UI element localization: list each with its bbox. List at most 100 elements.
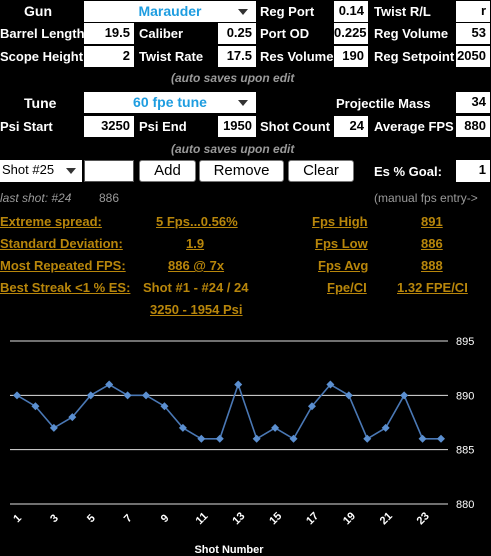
average-fps-field[interactable]: 880 xyxy=(456,116,490,137)
y-tick-label: 895 xyxy=(456,336,474,348)
y-tick-label: 890 xyxy=(456,390,474,402)
x-tick-labels: 1 3 5 7 9 11 13 15 17 19 21 23 xyxy=(11,510,432,527)
data-point xyxy=(363,434,372,443)
caliber-field[interactable]: 0.25 xyxy=(218,23,256,44)
clear-button[interactable]: Clear xyxy=(288,160,354,182)
fps-series-line xyxy=(16,382,441,440)
projectile-mass-label: Projectile Mass xyxy=(336,96,431,111)
reg-volume-label: Reg Volume xyxy=(374,26,449,41)
shot-select-value: Shot #25 xyxy=(2,162,55,177)
barrel-length-field[interactable]: 19.5 xyxy=(84,23,134,44)
x-tick-label: 3 xyxy=(48,512,61,525)
shot-count-field[interactable]: 24 xyxy=(334,116,368,137)
data-point xyxy=(68,413,77,422)
data-point xyxy=(381,423,390,432)
most-repeated-label: Most Repeated FPS: xyxy=(0,258,126,273)
data-point xyxy=(86,391,95,400)
chevron-down-icon xyxy=(238,100,248,106)
x-tick-label: 7 xyxy=(122,512,135,525)
last-shot-value: 886 xyxy=(99,191,120,205)
data-point xyxy=(178,423,187,432)
twist-rate-field[interactable]: 17.5 xyxy=(218,46,256,67)
psi-start-field[interactable]: 3250 xyxy=(84,116,134,137)
x-tick-label: 11 xyxy=(194,510,211,527)
fps-high-label: Fps High xyxy=(312,214,368,229)
data-point xyxy=(234,380,243,389)
remove-button[interactable]: Remove xyxy=(199,160,284,182)
port-od-field[interactable]: 0.225 xyxy=(334,23,368,44)
y-tick-labels: 880 885 890 895 xyxy=(456,336,474,511)
x-tick-label: 13 xyxy=(230,510,247,527)
reg-setpoint-label: Reg Setpoint xyxy=(374,49,455,64)
data-point xyxy=(105,380,114,389)
x-tick-label: 21 xyxy=(378,510,395,527)
reg-setpoint-field[interactable]: 2050 xyxy=(456,46,490,67)
gun-label: Gun xyxy=(24,3,52,19)
x-tick-label: 23 xyxy=(415,510,432,527)
reg-port-field[interactable]: 0.14 xyxy=(334,1,368,22)
tune-label: Tune xyxy=(24,95,57,111)
extreme-spread-label: Extreme spread: xyxy=(0,214,102,229)
auto-save-note-2: (auto saves upon edit xyxy=(171,142,295,156)
fps-series-markers xyxy=(13,380,445,443)
manual-fps-note: (manual fps entry-> xyxy=(374,191,478,205)
projectile-mass-field[interactable]: 34 xyxy=(456,92,490,113)
shot-select[interactable]: Shot #25 xyxy=(0,160,82,182)
chevron-down-icon xyxy=(66,168,76,174)
fps-low-label: Fps Low xyxy=(315,236,368,251)
psi-end-field[interactable]: 1950 xyxy=(218,116,256,137)
data-point xyxy=(307,402,316,411)
psi-start-label: Psi Start xyxy=(0,119,53,134)
data-point xyxy=(400,391,409,400)
auto-save-note-1: (auto saves upon edit xyxy=(171,71,295,85)
data-point xyxy=(160,402,169,411)
barrel-length-label: Barrel Length xyxy=(0,26,85,41)
reg-volume-field[interactable]: 53 xyxy=(456,23,490,44)
x-tick-label: 5 xyxy=(85,512,98,525)
x-tick-label: 9 xyxy=(159,512,172,525)
x-axis-label: Shot Number xyxy=(194,544,264,556)
data-point xyxy=(271,423,280,432)
port-od-label: Port OD xyxy=(260,26,310,41)
data-point xyxy=(142,391,151,400)
fps-avg-value: 888 xyxy=(421,258,443,273)
res-volume-field[interactable]: 190 xyxy=(334,46,368,67)
twist-rl-label: Twist R/L xyxy=(374,4,431,19)
std-dev-value: 1.9 xyxy=(186,236,205,251)
data-point xyxy=(197,434,206,443)
gun-select-value: Marauder xyxy=(138,3,202,19)
scope-height-field[interactable]: 2 xyxy=(84,46,134,67)
data-point xyxy=(326,380,335,389)
best-streak-label: Best Streak <1 % ES: xyxy=(0,280,131,295)
last-shot-label: last shot: #24 xyxy=(0,191,72,205)
x-tick-label: 17 xyxy=(304,510,321,527)
res-volume-label: Res Volume xyxy=(260,49,334,64)
scope-height-label: Scope Height xyxy=(0,49,84,64)
fps-input[interactable] xyxy=(84,160,134,182)
std-dev-label: Standard Deviation: xyxy=(0,236,123,251)
es-goal-field[interactable]: 1 xyxy=(456,160,490,182)
gun-select[interactable]: Marauder xyxy=(84,1,256,22)
twist-rl-field[interactable]: r xyxy=(456,1,490,22)
data-point xyxy=(13,391,21,400)
data-point xyxy=(49,423,58,432)
data-point xyxy=(252,434,261,443)
data-point xyxy=(437,434,445,443)
fps-high-value: 891 xyxy=(421,214,443,229)
twist-rate-label: Twist Rate xyxy=(139,49,204,64)
extreme-spread-value: 5 Fps...0.56% xyxy=(156,214,238,229)
data-point xyxy=(31,402,40,411)
data-point xyxy=(289,434,298,443)
reg-port-label: Reg Port xyxy=(260,4,315,19)
caliber-label: Caliber xyxy=(139,26,184,41)
x-tick-label: 1 xyxy=(11,512,24,525)
shot-count-label: Shot Count xyxy=(260,119,331,134)
psi-end-label: Psi End xyxy=(139,119,187,134)
tune-select[interactable]: 60 fpe tune xyxy=(84,92,256,113)
data-point xyxy=(215,434,224,443)
es-goal-label: Es % Goal: xyxy=(374,164,442,179)
chevron-down-icon xyxy=(238,9,248,15)
add-button[interactable]: Add xyxy=(139,160,196,182)
average-fps-label: Average FPS xyxy=(374,119,454,134)
